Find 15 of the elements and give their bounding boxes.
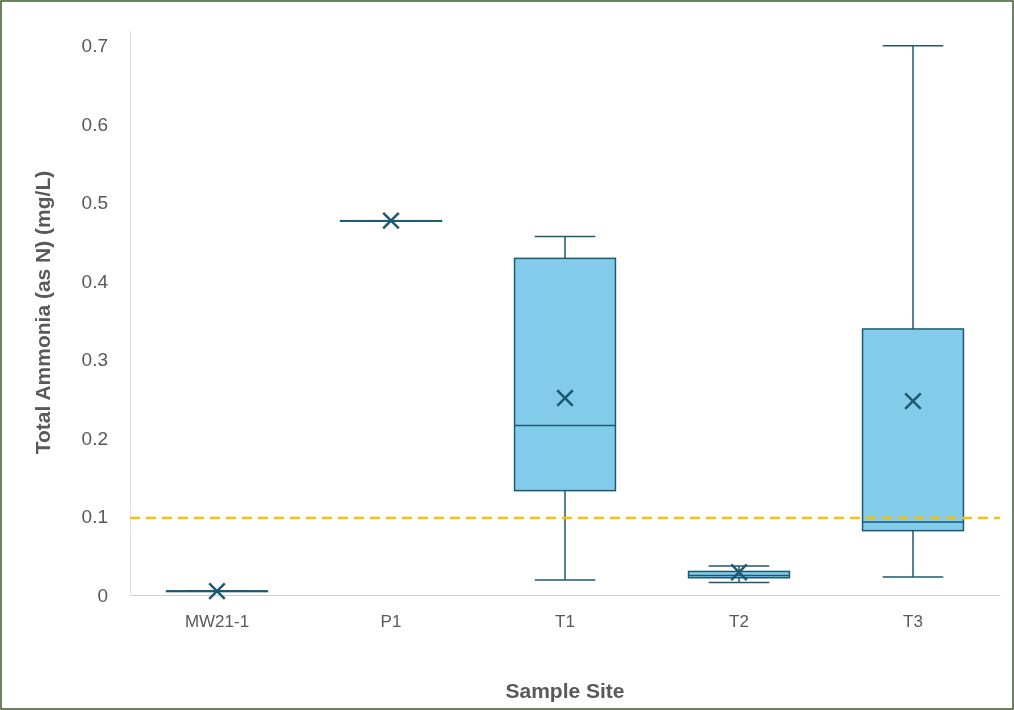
- y-tick-label: 0.7: [81, 35, 108, 57]
- y-axis-title: Total Ammonia (as N) (mg/L): [31, 170, 54, 455]
- y-tick-label: 0.4: [81, 270, 109, 292]
- x-axis-title: Sample Site: [505, 679, 625, 702]
- y-tick-label: 0.1: [81, 506, 108, 528]
- x-tick-label: T3: [903, 612, 923, 632]
- y-tick-label: 0.6: [81, 113, 108, 135]
- x-tick-label: T2: [729, 612, 749, 632]
- y-tick-label: 0: [97, 584, 108, 606]
- y-tick-label: 0.3: [81, 349, 108, 371]
- x-tick-label: T1: [555, 612, 575, 632]
- x-tick-label: P1: [380, 612, 402, 632]
- y-tick-label: 0.5: [81, 192, 108, 214]
- x-tick-label: MW21-1: [184, 612, 250, 632]
- y-tick-label: 0.2: [81, 427, 108, 449]
